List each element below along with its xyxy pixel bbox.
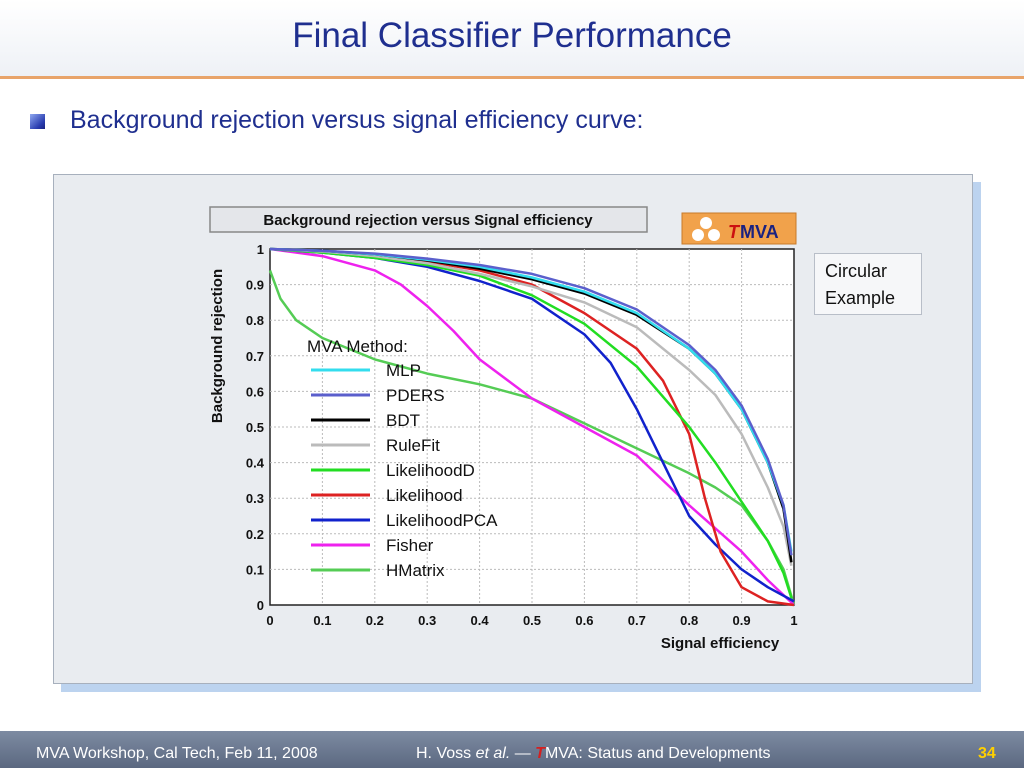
footer-center: H. Voss et al. — TMVA: Status and Develo… <box>416 745 771 762</box>
x-tick-label: 0.1 <box>313 613 331 628</box>
legend-label: LikelihoodD <box>386 461 475 480</box>
title-bar: Final Classifier Performance <box>0 0 1024 79</box>
logo-t: T <box>728 222 741 242</box>
x-tick-label: 0.2 <box>366 613 384 628</box>
x-tick-labels: 0 0.1 0.2 0.3 0.4 0.5 0.6 0.7 0.8 0.9 1 <box>266 613 797 628</box>
x-tick-label: 1 <box>790 613 797 628</box>
chart-title-box <box>209 206 648 233</box>
y-tick-label: 0.8 <box>246 313 264 328</box>
x-tick-label: 0.7 <box>628 613 646 628</box>
bullet-square-icon <box>30 114 45 129</box>
footer-left: MVA Workshop, Cal Tech, Feb 11, 2008 <box>36 745 318 762</box>
note-line-2: Example <box>825 288 896 308</box>
y-tick-label: 0.3 <box>246 491 264 506</box>
x-tick-label: 0.4 <box>471 613 490 628</box>
note-line-1: Circular <box>825 261 888 281</box>
y-tick-label: 0.9 <box>246 278 264 293</box>
legend-label: MLP <box>386 361 421 380</box>
y-tick-label: 1 <box>257 242 264 257</box>
legend-label: RuleFit <box>386 436 440 455</box>
legend-label: Fisher <box>386 536 434 555</box>
y-tick-label: 0.4 <box>246 456 265 471</box>
y-axis-label: Background rejection <box>209 269 226 423</box>
y-tick-label: 0.2 <box>246 527 264 542</box>
x-tick-label: 0.9 <box>733 613 751 628</box>
series-line-pders <box>269 247 793 556</box>
legend-title: MVA Method: <box>307 337 408 356</box>
curves <box>268 247 796 607</box>
footer: MVA Workshop, Cal Tech, Feb 11, 2008 H. … <box>0 731 1024 768</box>
logo-mva: MVA <box>740 222 779 242</box>
x-tick-label: 0.6 <box>575 613 593 628</box>
legend-label: HMatrix <box>386 561 445 580</box>
y-tick-label: 0.1 <box>246 562 264 577</box>
series-line-fisher <box>269 247 795 606</box>
y-tick-label: 0 <box>257 598 264 613</box>
legend-label: LikelihoodPCA <box>386 511 498 530</box>
x-tick-label: 0.3 <box>418 613 436 628</box>
y-tick-label: 0.7 <box>246 349 264 364</box>
legend-label: BDT <box>386 411 420 430</box>
legend-label: Likelihood <box>386 486 463 505</box>
x-tick-label: 0 <box>266 613 273 628</box>
y-tick-label: 0.6 <box>246 384 264 399</box>
x-tick-label: 0.8 <box>680 613 698 628</box>
x-axis-label: Signal efficiency <box>661 635 780 652</box>
y-tick-label: 0.5 <box>246 420 264 435</box>
bullet-text: Background rejection versus signal effic… <box>70 106 644 134</box>
circular-example-note: Circular Example <box>814 253 922 315</box>
chart-title: Background rejection versus Signal effic… <box>263 212 593 229</box>
tmva-logo: T MVA <box>681 212 797 245</box>
series-line-rulefit <box>269 247 793 567</box>
legend-label: PDERS <box>386 386 445 405</box>
x-tick-label: 0.5 <box>523 613 541 628</box>
slide-title: Final Classifier Performance <box>292 16 732 55</box>
y-tick-labels: 0 0.1 0.2 0.3 0.4 0.5 0.6 0.7 0.8 0.9 1 <box>246 242 265 613</box>
footer-page-number: 34 <box>978 745 996 762</box>
series-line-likelihoodd <box>269 247 793 599</box>
legend: MVA Method: MLP PDERS BDT RuleFit LikelihoodD… <box>307 337 498 580</box>
